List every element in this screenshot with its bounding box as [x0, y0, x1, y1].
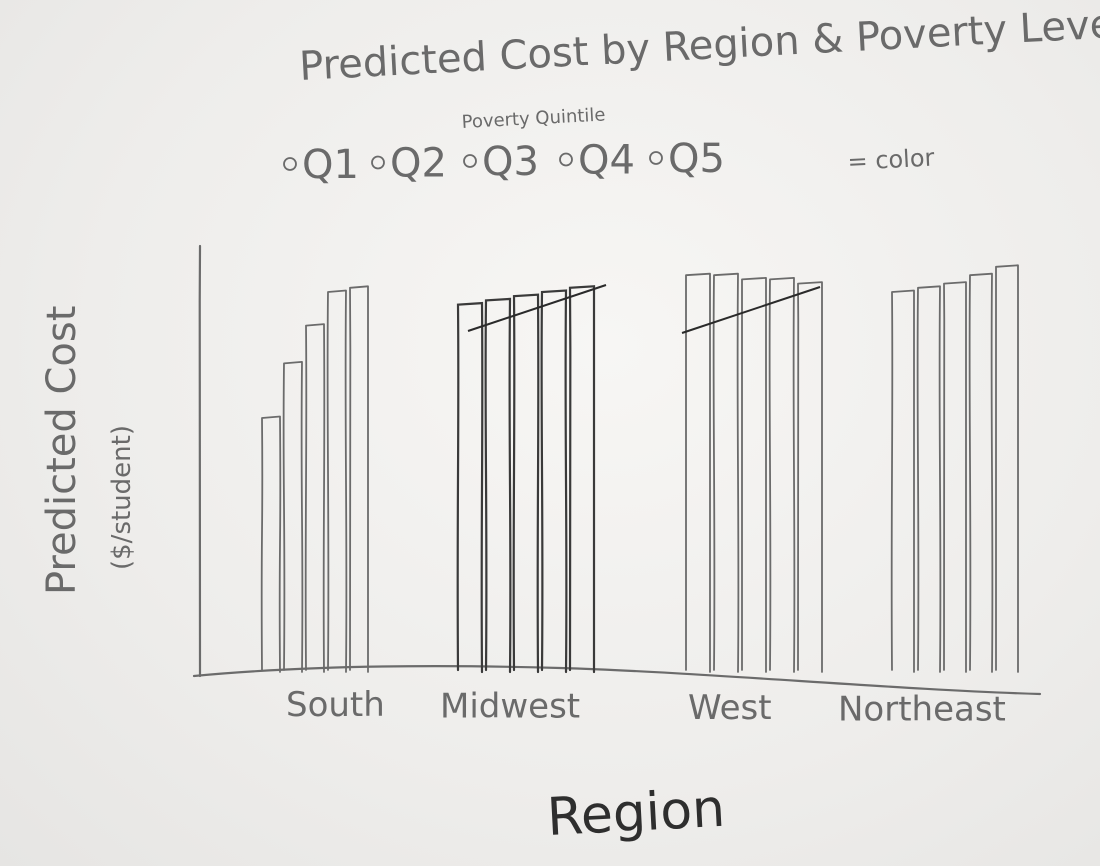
legend-marker-q4: [559, 152, 573, 167]
bar-west-q4: [768, 277, 796, 673]
annotation-slash-west: [681, 286, 821, 334]
bar-south-q2: [282, 361, 304, 673]
legend-marker-q5: [649, 151, 663, 165]
bar-west-q2: [712, 272, 740, 673]
bar-midwest-q5: [568, 285, 596, 674]
y-axis-label: Predicted Cost: [39, 306, 85, 595]
legend-label-q3: Q3: [482, 139, 539, 185]
bar-west-q3: [740, 277, 768, 673]
legend-suffix: = color: [847, 143, 935, 176]
legend-title: Poverty Quintile: [461, 104, 606, 133]
legend: Q1 Q2 Q3 Q4 Q5: [283, 136, 725, 188]
x-tick-northeast: Northeast: [838, 690, 1006, 730]
bar-south-q4: [326, 289, 348, 673]
y-axis-sublabel: ($/student): [107, 425, 137, 570]
bar-northeast-q2: [916, 285, 942, 673]
x-tick-midwest: Midwest: [440, 687, 580, 727]
bars-group: [260, 264, 1020, 674]
bar-northeast-q4: [968, 272, 994, 673]
x-axis-line: [192, 664, 1042, 696]
bar-midwest-q4: [540, 289, 568, 674]
chart-title: Predicted Cost by Region & Poverty Level: [298, 1, 1100, 90]
legend-label-q2: Q2: [390, 141, 447, 187]
x-tick-labels: South Midwest West Northeast: [286, 685, 1006, 730]
bar-south-q5: [348, 285, 370, 673]
legend-label-q4: Q4: [578, 138, 635, 184]
x-tick-west: West: [688, 688, 772, 728]
annotation-slash-midwest: [467, 284, 607, 332]
bar-south-q1: [260, 415, 282, 673]
bar-west-q5: [796, 281, 824, 673]
x-axis-label: Region: [546, 779, 727, 848]
legend-marker-q2: [371, 155, 385, 170]
legend-marker-q3: [463, 154, 477, 168]
bar-northeast-q5: [994, 264, 1020, 673]
bar-midwest-q1: [456, 301, 484, 674]
legend-marker-q1: [283, 157, 297, 171]
bar-midwest-q3: [512, 293, 540, 674]
bar-south-q3: [304, 323, 326, 673]
legend-label-q5: Q5: [668, 136, 725, 182]
legend-label-q1: Q1: [302, 142, 359, 188]
x-tick-south: South: [286, 685, 385, 725]
bar-northeast-q1: [890, 289, 916, 673]
bar-northeast-q3: [942, 281, 968, 673]
bar-west-q1: [684, 272, 712, 673]
bar-midwest-q2: [484, 297, 512, 674]
